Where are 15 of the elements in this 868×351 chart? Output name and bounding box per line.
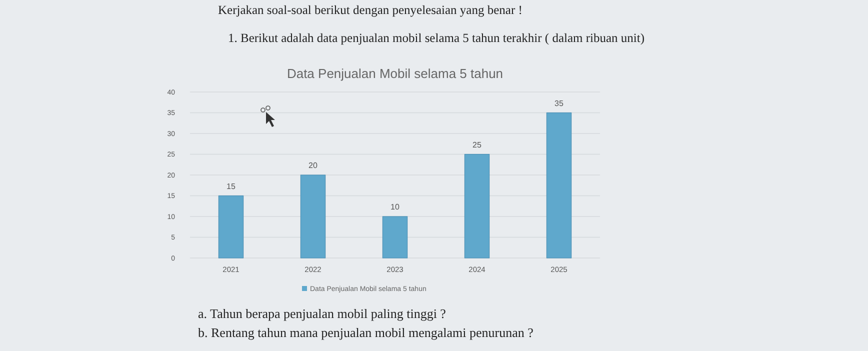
- text: a. Tahun berapa penjualan mobil paling tinggi ?: [198, 306, 446, 321]
- text: Kerjakan soal-soal berikut dengan penyelesaian yang benar !: [218, 3, 522, 17]
- bar: [464, 154, 490, 258]
- chart-title: Data Penjualan Mobil selama 5 tahun: [286, 66, 504, 81]
- bar: [546, 112, 572, 258]
- data-label: 35: [554, 98, 564, 108]
- data-label: 25: [472, 140, 482, 150]
- bar: [382, 216, 408, 258]
- data-label: 20: [308, 161, 318, 170]
- data-label: 15: [226, 182, 236, 191]
- text: b. Rentang tahun mana penjualan mobil mengalami penurunan ?: [198, 325, 534, 340]
- bar: [300, 174, 326, 258]
- data-label: 10: [390, 202, 400, 212]
- bar: [218, 195, 244, 258]
- text: 1. Berikut adalah data penjualan mobil selama 5 tahun terakhir ( dalam ribuan unit): [228, 31, 645, 45]
